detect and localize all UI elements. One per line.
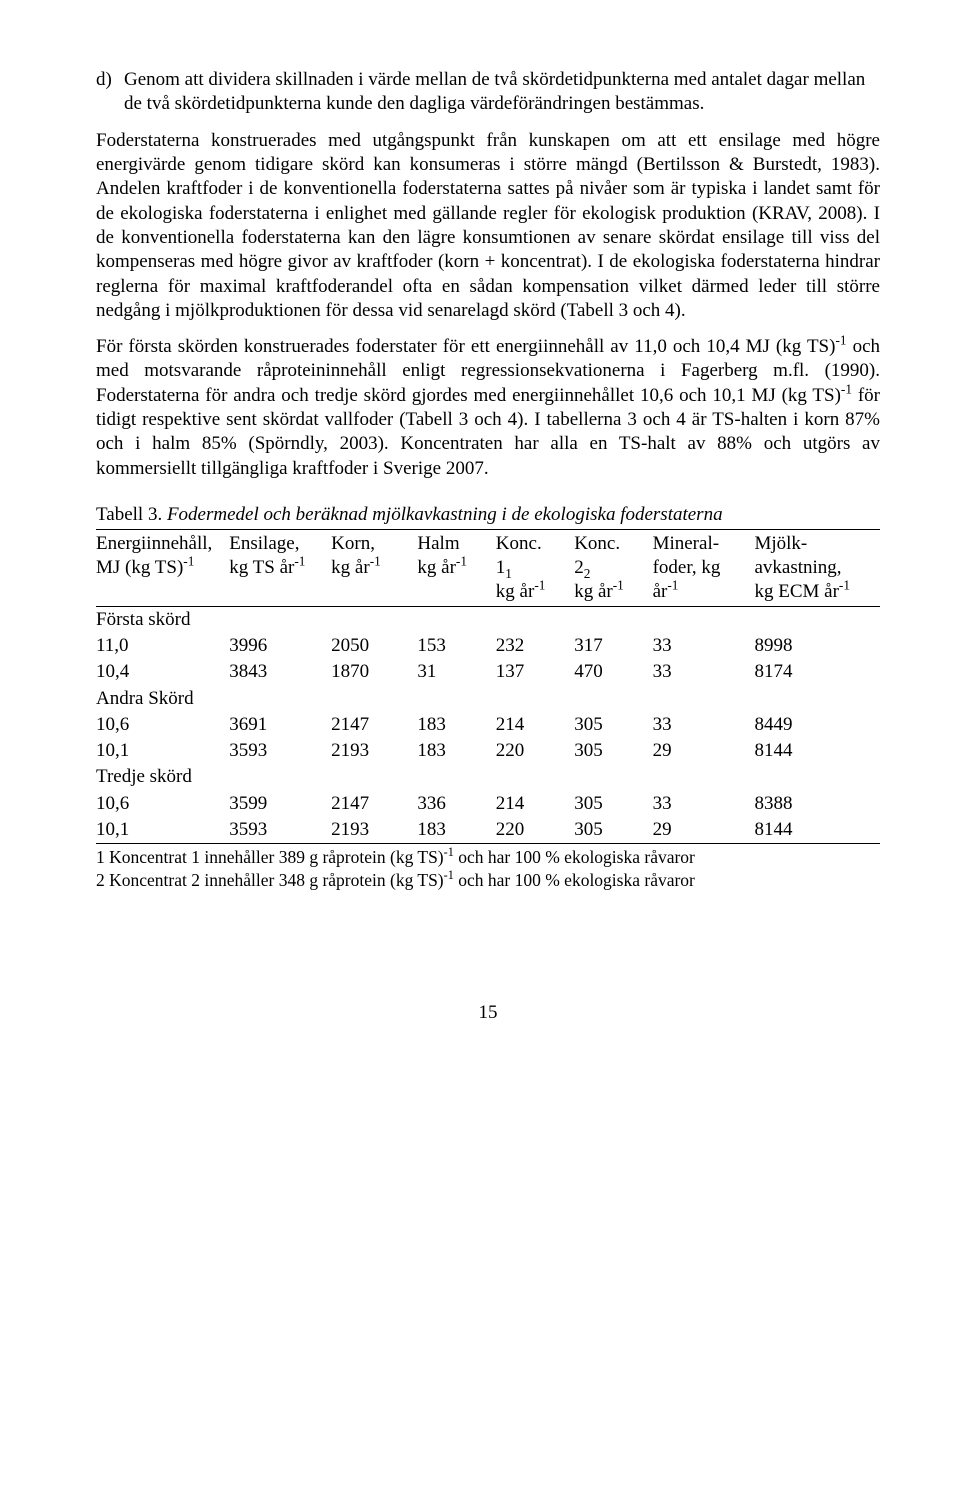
table-cell: 8998 [754,633,880,659]
table-cell: 3843 [229,659,331,685]
table-cell: 183 [417,738,495,764]
table-cell: 10,1 [96,738,229,764]
table-cell: 220 [496,738,574,764]
table-cell: 232 [496,633,574,659]
col-header-halm: Halm kg år-1 [417,530,495,606]
col-header-konc2: Konc. 22 kg år-1 [574,530,652,606]
table-row: 10,636912147183214305338449 [96,712,880,738]
table-cell: 470 [574,659,652,685]
col-header-konc1: Konc. 11 kg år-1 [496,530,574,606]
section-label-cell: Första skörd [96,606,880,633]
table-row: 10,43843187031137470338174 [96,659,880,685]
table-caption: Tabell 3. Fodermedel och beräknad mjölka… [96,503,880,527]
table-section-label: Andra Skörd [96,686,880,712]
caption-lead: Tabell 3. [96,504,162,525]
table-cell: 29 [653,738,755,764]
table-cell: 11,0 [96,633,229,659]
table-section-label: Tredje skörd [96,764,880,790]
table-cell: 8388 [754,791,880,817]
table-section-label: Första skörd [96,606,880,633]
table-cell: 183 [417,817,495,844]
table-cell: 31 [417,659,495,685]
table-cell: 10,4 [96,659,229,685]
table-footnotes: 1 Koncentrat 1 innehåller 389 g råprotei… [96,846,880,891]
section-label-cell: Tredje skörd [96,764,880,790]
table-cell: 33 [653,712,755,738]
table-cell: 3996 [229,633,331,659]
superscript-neg1: -1 [835,333,846,348]
table-cell: 10,6 [96,791,229,817]
table-cell: 305 [574,738,652,764]
table-cell: 2193 [331,738,417,764]
table-cell: 8174 [754,659,880,685]
list-item-d: d) Genom att dividera skillnaden i värde… [96,68,880,117]
table-cell: 33 [653,659,755,685]
col-header-energy: Energiinnehåll, MJ (kg TS)-1 [96,530,229,606]
paragraph-1: Foderstaterna konstruerades med utgångsp… [96,129,880,324]
table-cell: 29 [653,817,755,844]
paragraph-2: För första skörden konstruerades foderst… [96,335,880,481]
table-cell: 3599 [229,791,331,817]
table-cell: 3593 [229,817,331,844]
table-cell: 33 [653,633,755,659]
table-cell: 2147 [331,791,417,817]
table-cell: 1870 [331,659,417,685]
footnote-1: 1 Koncentrat 1 innehåller 389 g råprotei… [96,846,880,868]
table-cell: 153 [417,633,495,659]
col-header-mineral: Mineral- foder, kg år-1 [653,530,755,606]
table-cell: 220 [496,817,574,844]
table-cell: 3593 [229,738,331,764]
table-cell: 305 [574,712,652,738]
superscript-neg1: -1 [841,381,852,396]
table-cell: 10,6 [96,712,229,738]
col-header-milk: Mjölk- avkastning, kg ECM år-1 [754,530,880,606]
table-cell: 2193 [331,817,417,844]
table-cell: 2050 [331,633,417,659]
list-text: Genom att dividera skillnaden i värde me… [124,68,880,117]
feed-table: Energiinnehåll, MJ (kg TS)-1 Ensilage, k… [96,529,880,844]
table-cell: 8449 [754,712,880,738]
list-marker: d) [96,68,124,117]
table-cell: 305 [574,791,652,817]
page-number: 15 [96,1001,880,1025]
section-label-cell: Andra Skörd [96,686,880,712]
table-cell: 10,1 [96,817,229,844]
table-cell: 317 [574,633,652,659]
table-cell: 336 [417,791,495,817]
caption-rest: Fodermedel och beräknad mjölkavkastning … [162,504,722,525]
table-cell: 214 [496,712,574,738]
table-cell: 3691 [229,712,331,738]
table-row: 10,135932193183220305298144 [96,738,880,764]
col-header-korn: Korn, kg år-1 [331,530,417,606]
table-cell: 2147 [331,712,417,738]
table-row: 10,635992147336214305338388 [96,791,880,817]
table-row: 11,039962050153232317338998 [96,633,880,659]
table-cell: 305 [574,817,652,844]
table-cell: 137 [496,659,574,685]
table-header-row: Energiinnehåll, MJ (kg TS)-1 Ensilage, k… [96,530,880,606]
col-header-ensilage: Ensilage, kg TS år-1 [229,530,331,606]
table-row: 10,135932193183220305298144 [96,817,880,844]
table-cell: 8144 [754,817,880,844]
table-cell: 183 [417,712,495,738]
table-cell: 214 [496,791,574,817]
para2-part-a: För första skörden konstruerades foderst… [96,336,835,357]
footnote-2: 2 Koncentrat 2 innehåller 348 g råprotei… [96,869,880,891]
table-cell: 8144 [754,738,880,764]
table-cell: 33 [653,791,755,817]
